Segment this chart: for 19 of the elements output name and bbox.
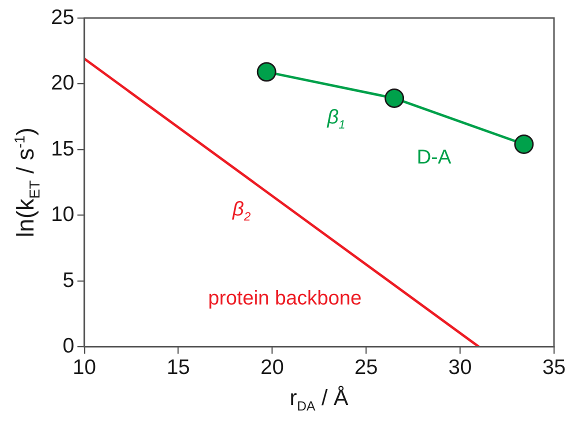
annotation: β$_{2}$	[232, 198, 251, 224]
series-label: protein backbone	[208, 287, 362, 310]
y-tick-label: 10	[51, 203, 74, 226]
x-tick-label: 35	[542, 356, 566, 380]
x-tick-label: 15	[166, 356, 190, 380]
x-axis-title: r$_{DA}$ / Å	[290, 384, 348, 414]
point	[256, 62, 276, 82]
x-tick-label: 20	[260, 356, 284, 380]
y-tick-label: 5	[62, 268, 74, 292]
point	[384, 88, 404, 108]
y-tick-label: 0	[62, 334, 74, 358]
x-tick-label: 25	[354, 356, 378, 380]
series-label: D-A	[416, 146, 452, 170]
y-tick-label: 15	[51, 137, 74, 160]
x-tick-label: 30	[448, 356, 472, 380]
point	[514, 134, 534, 154]
y-tick-label: 25	[51, 6, 74, 29]
annotation: β$_{1}$	[327, 106, 346, 132]
y-tick-label: 20	[51, 72, 74, 95]
